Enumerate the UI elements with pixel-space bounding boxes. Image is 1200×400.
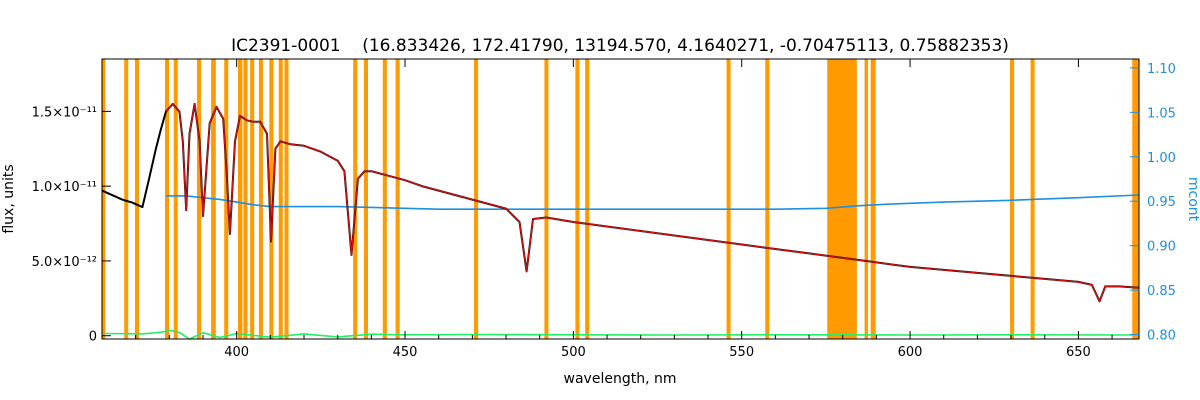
right-tick-label: 1.10: [1147, 62, 1176, 77]
right-tick-label: 0.85: [1147, 284, 1176, 299]
x-tick-label: 500: [561, 345, 586, 360]
masked-band-12: [269, 59, 274, 339]
series-model-line: [165, 103, 1140, 302]
y-tick-label: 0: [89, 330, 97, 345]
masked-bands-layer: [102, 59, 1139, 339]
masked-band-18: [395, 59, 400, 339]
masked-band-11: [258, 59, 263, 339]
x-tick-label: 400: [224, 345, 249, 360]
right-tick-label: 0.80: [1147, 329, 1176, 344]
masked-band-8: [238, 59, 243, 339]
masked-band-17: [382, 59, 387, 339]
masked-band-14: [284, 59, 289, 339]
right-tick-label: 0.95: [1147, 195, 1176, 210]
masked-band-16: [363, 59, 368, 339]
masked-band-0: [102, 59, 106, 339]
series-layer: [101, 102, 1140, 340]
masked-band-22: [585, 59, 590, 339]
x-tick-label: 600: [898, 345, 923, 360]
masked-band-27: [870, 59, 876, 339]
masked-band-13: [278, 59, 283, 339]
series-observed-line: [101, 102, 1140, 303]
masked-band-1: [124, 59, 129, 339]
y-axis-label: flux, units: [1, 164, 17, 233]
y-tick-label: 5.0×10⁻¹²: [32, 255, 97, 270]
y-ticks-layer: 0 5.0×10⁻¹² 1.0×10⁻¹¹ 1.5×10⁻¹¹: [32, 105, 111, 345]
masked-band-23: [726, 59, 731, 339]
x-tick-label: 450: [393, 345, 418, 360]
masked-band-2: [134, 59, 140, 339]
right-ticks-layer: 0.80 0.85 0.90 0.95 1.00 1.05 1.10: [1130, 62, 1176, 344]
masked-band-15: [353, 59, 358, 339]
masked-band-28: [1010, 59, 1015, 339]
masked-band-5: [196, 59, 201, 339]
masked-band-24: [765, 59, 770, 339]
right-tick-label: 0.90: [1147, 240, 1176, 255]
right-tick-label: 1.05: [1147, 106, 1176, 121]
x-tick-label: 650: [1066, 345, 1091, 360]
masked-band-30: [1132, 59, 1139, 339]
masked-band-26: [864, 59, 868, 339]
masked-band-25: [827, 59, 857, 339]
y-tick-label: 1.5×10⁻¹¹: [32, 105, 97, 120]
x-axis-label: wavelength, nm: [564, 371, 677, 387]
right-axis-label: mcont: [1185, 177, 1200, 222]
masked-band-7: [224, 59, 229, 339]
masked-band-4: [173, 59, 178, 339]
masked-band-21: [575, 59, 580, 339]
series-mcont-line: [166, 194, 1140, 210]
masked-band-20: [544, 59, 549, 339]
masked-band-10: [250, 59, 255, 339]
masked-band-19: [474, 59, 479, 339]
x-tick-label: 550: [729, 345, 754, 360]
plot-frame: [101, 58, 1140, 340]
y-tick-label: 1.0×10⁻¹¹: [32, 180, 97, 195]
masked-band-3: [164, 59, 170, 339]
chart-title: IC2391-0001 (16.833426, 172.41790, 13194…: [231, 36, 1009, 56]
right-tick-label: 1.00: [1147, 151, 1176, 166]
x-ticks-layer: 400 450 500 550 600 650: [135, 59, 1113, 360]
masked-band-9: [243, 59, 248, 339]
series-residual-line: [101, 329, 1140, 340]
